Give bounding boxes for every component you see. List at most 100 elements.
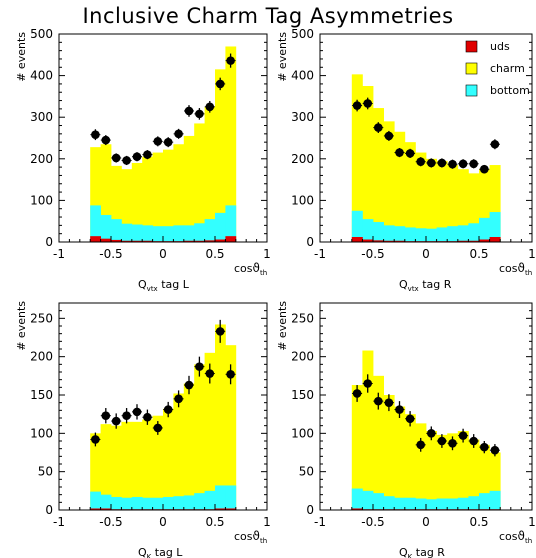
- data-point: [174, 394, 183, 404]
- charm-bar: [111, 425, 122, 510]
- data-point: [448, 439, 457, 448]
- panel-top-right: -1 -0.5 0 0.5 1 0 100 200 300 400 500# events cosϑt…: [276, 27, 536, 293]
- x-tick-label: -0.5: [361, 515, 384, 529]
- charm-bar: [383, 395, 395, 510]
- bottom-bar: [131, 224, 143, 242]
- uds-bar: [100, 508, 112, 510]
- bottom-bar: [121, 497, 133, 510]
- charm-bar: [131, 162, 143, 242]
- bottom-bar: [415, 228, 427, 242]
- data-point: [132, 407, 142, 417]
- y-tick-label: 150: [291, 388, 314, 402]
- bottom-bar: [100, 214, 112, 242]
- y-tick-label: 0: [45, 235, 53, 249]
- bottom-bar: [183, 225, 195, 242]
- bottom-bar: [90, 205, 101, 242]
- uds-bar: [111, 239, 122, 242]
- y-axis-label: # events: [276, 32, 289, 82]
- bottom-bar: [362, 219, 374, 242]
- data-point: [490, 139, 500, 149]
- y-tick-label: 100: [291, 193, 314, 207]
- panel-label: QK tag R: [399, 546, 445, 558]
- data-point: [174, 129, 183, 139]
- legend-swatch: [465, 84, 478, 97]
- charm-bar: [373, 375, 384, 510]
- x-axis-label: cosϑth: [234, 261, 267, 277]
- charm-bar: [194, 123, 205, 242]
- bottom-bar: [215, 212, 226, 242]
- bottom-bar: [163, 226, 174, 242]
- x-tick-label: 0: [159, 515, 167, 529]
- charm-bar: [468, 439, 480, 510]
- y-axis-label: # events: [276, 301, 289, 351]
- charm-bar: [426, 431, 437, 510]
- charm-bar: [404, 142, 416, 242]
- charm-bar: [163, 408, 174, 510]
- data-point: [184, 106, 194, 116]
- uds-bar: [215, 239, 226, 242]
- bottom-bar: [426, 228, 437, 242]
- bottom-bar: [183, 495, 195, 510]
- data-point: [111, 153, 121, 163]
- y-tick-label: 0: [306, 503, 314, 517]
- uds-bar: [183, 240, 195, 242]
- charm-bar: [121, 421, 133, 510]
- bottom-bar: [447, 498, 459, 510]
- bottom-bar: [362, 490, 374, 510]
- bottom-bar: [100, 494, 112, 510]
- charm-bar: [383, 121, 395, 242]
- data-point: [352, 101, 362, 110]
- data-point: [469, 436, 479, 446]
- legend-label: uds: [490, 40, 510, 53]
- bottom-bar: [394, 497, 406, 510]
- charm-bar: [204, 352, 216, 510]
- charm-bar: [489, 452, 501, 510]
- data-point: [384, 131, 394, 141]
- charm-bar: [489, 165, 501, 242]
- uds-bar: [90, 236, 101, 242]
- charm-bar: [436, 434, 448, 510]
- data-point: [458, 159, 468, 169]
- data-point: [184, 380, 194, 390]
- data-point: [153, 137, 163, 146]
- charm-bar: [362, 350, 374, 510]
- uds-bar: [215, 508, 226, 510]
- charm-bar: [90, 433, 101, 510]
- uds-bar: [194, 240, 205, 242]
- bottom-bar: [351, 210, 363, 242]
- chart-title: Inclusive Charm Tag Asymmetries: [82, 4, 454, 28]
- y-tick-label: 0: [45, 503, 53, 517]
- bottom-bar: [194, 493, 205, 510]
- charm-bar: [163, 149, 174, 242]
- charm-bar: [142, 156, 153, 242]
- data-point: [384, 398, 394, 407]
- uds-bar: [394, 240, 406, 242]
- data-point: [427, 429, 436, 438]
- y-tick-label: 300: [291, 110, 314, 124]
- data-point: [111, 416, 121, 426]
- uds-bar: [204, 240, 216, 242]
- bottom-bar: [404, 227, 416, 242]
- uds-bar: [373, 240, 384, 242]
- data-point: [490, 445, 500, 455]
- charm-bar: [479, 444, 490, 510]
- bottom-bar: [479, 217, 490, 242]
- x-tick-label: 1: [528, 247, 536, 261]
- bottom-bar: [447, 226, 459, 242]
- charm-bar: [457, 169, 469, 242]
- x-tick-label: 0.5: [469, 515, 488, 529]
- charm-bar: [204, 106, 216, 242]
- data-point: [195, 362, 204, 371]
- charm-bar: [447, 433, 459, 510]
- data-point: [195, 109, 204, 119]
- charm-bar: [351, 385, 363, 510]
- uds-bar: [90, 508, 101, 510]
- data-point: [469, 159, 479, 169]
- x-axis-label: cosϑth: [499, 261, 532, 277]
- data-point: [448, 159, 457, 169]
- uds-bar: [121, 240, 133, 242]
- y-tick-label: 50: [38, 465, 53, 479]
- charm-bar: [404, 414, 416, 510]
- charm-bar: [373, 108, 384, 242]
- bottom-bar: [194, 223, 205, 242]
